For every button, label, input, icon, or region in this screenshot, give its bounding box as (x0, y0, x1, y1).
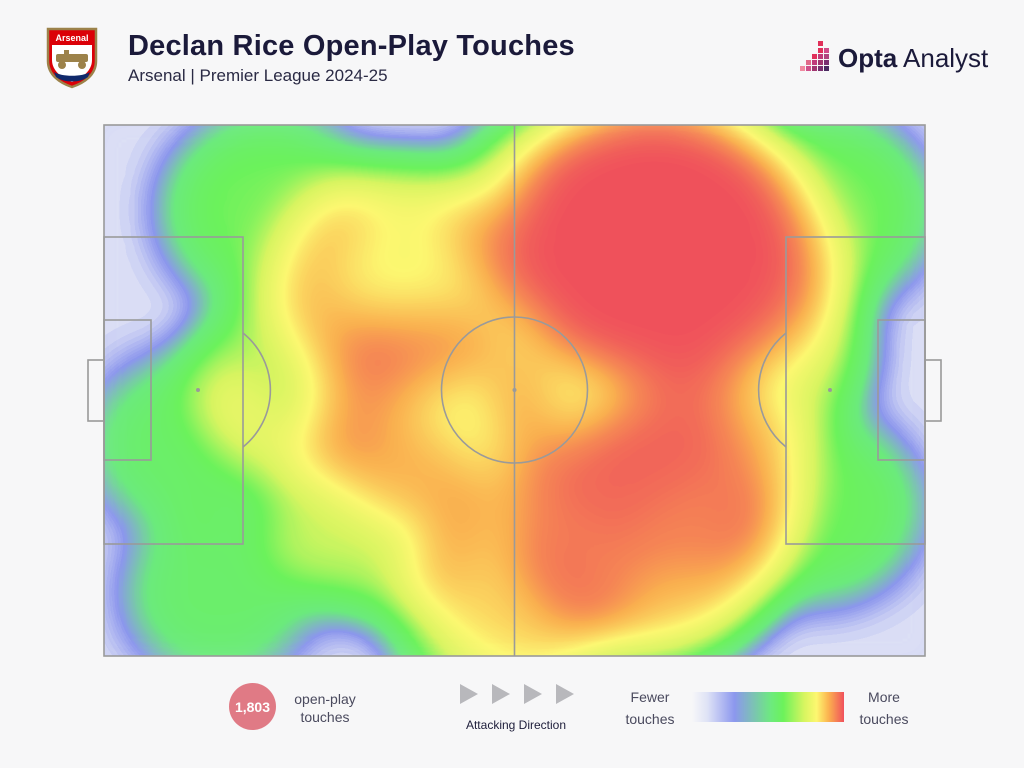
touch-count-badge: 1,803 (229, 683, 276, 730)
play-arrow-icon (460, 684, 478, 704)
heat-blob (724, 421, 913, 593)
chart-title: Declan Rice Open-Play Touches (128, 30, 575, 62)
right-penalty-arc (757, 332, 787, 448)
left-penalty-arc (242, 332, 272, 448)
heat-blob (171, 125, 365, 298)
chart-subtitle: Arsenal | Premier League 2024-25 (128, 66, 388, 85)
heat-blob (398, 522, 599, 656)
heat-blob (104, 362, 276, 525)
opta-logo-icon (800, 41, 829, 71)
attacking-direction-arrows (460, 684, 574, 704)
right-goal (924, 359, 942, 422)
play-arrow-icon (524, 684, 542, 704)
arsenal-crest-icon: Arsenal (46, 27, 98, 89)
pitch-heatmap (87, 124, 942, 657)
attacking-direction-label: Attacking Direction (465, 718, 567, 732)
legend-color-scale (692, 692, 844, 722)
heat-blob (632, 246, 857, 450)
centre-spot (512, 388, 517, 392)
left-penalty-spot (196, 388, 200, 392)
crest-text: Arsenal (55, 33, 88, 43)
centre-circle (440, 316, 589, 464)
play-arrow-icon (556, 684, 574, 704)
touch-count-label: open-play touches (294, 691, 356, 725)
brand-bold: Opta (838, 42, 898, 73)
left-goal (87, 359, 105, 422)
legend-high-label: More touches (859, 689, 909, 727)
heat-blob (131, 512, 307, 656)
play-arrow-icon (492, 684, 510, 704)
heat-blob (730, 125, 923, 298)
opta-analyst-logo: Opta Analyst (798, 40, 988, 76)
brand-light: Analyst (897, 42, 989, 73)
heatmap-layer (104, 125, 925, 656)
right-penalty-spot (828, 388, 832, 392)
legend-low-label: Fewer touches (625, 689, 675, 727)
